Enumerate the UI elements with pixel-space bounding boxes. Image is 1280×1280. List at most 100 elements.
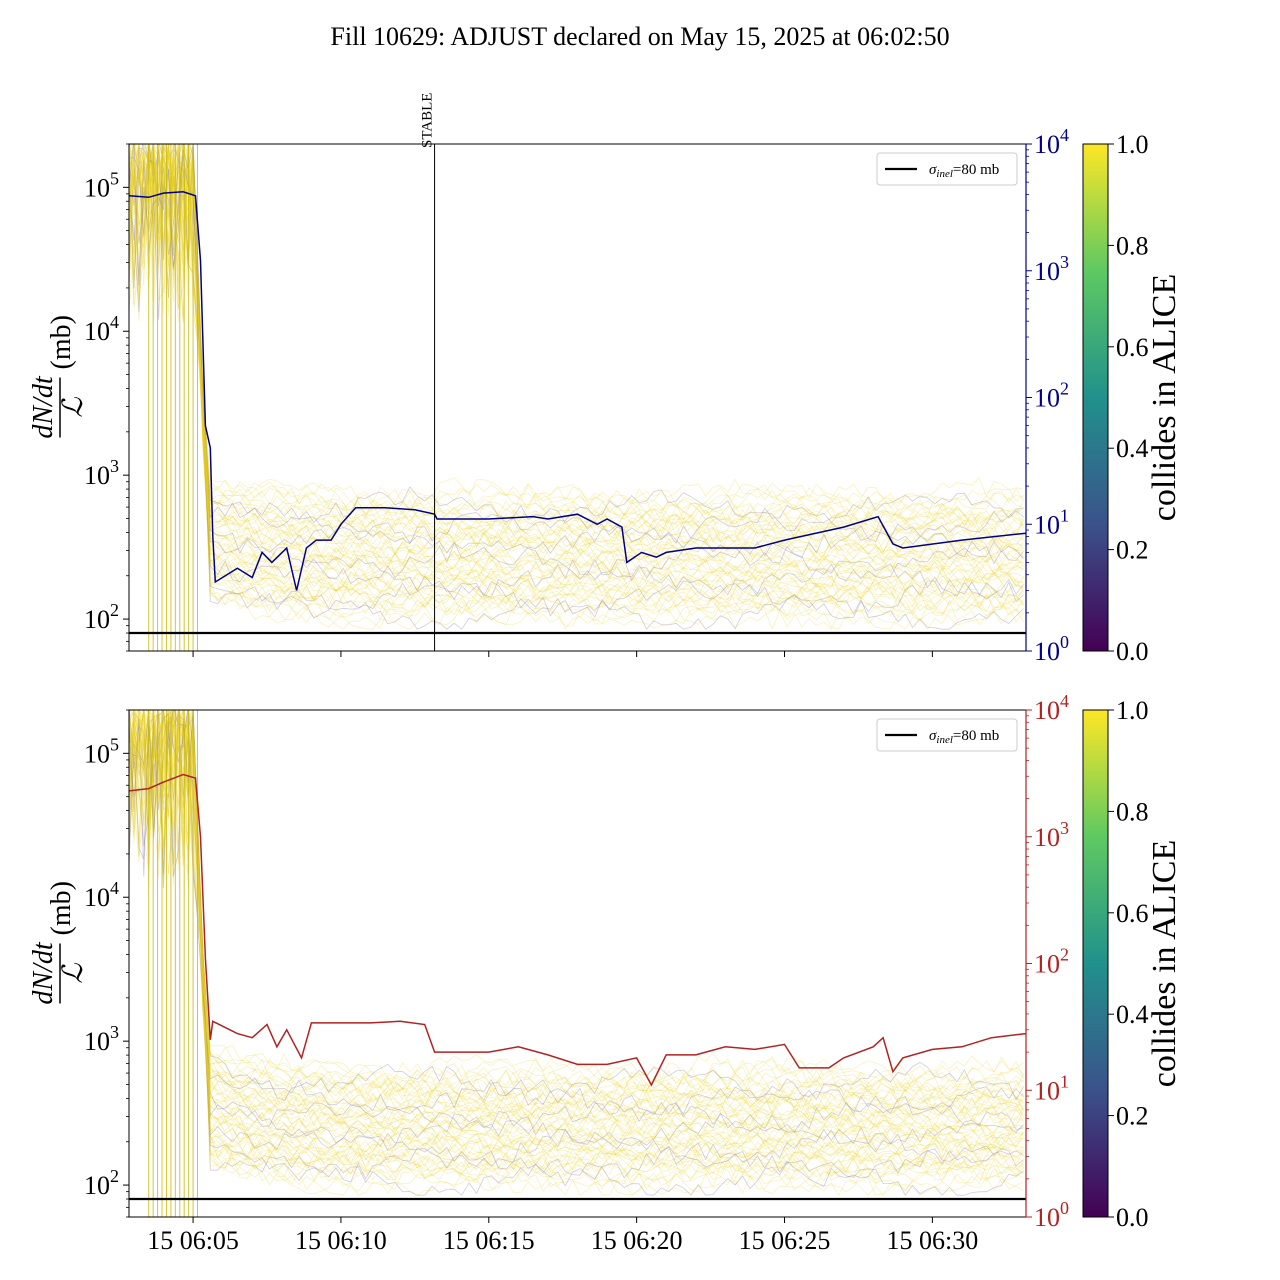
bunch-trace <box>129 144 1024 623</box>
bunch-trace <box>129 148 1024 630</box>
colorbar-tick-label: 0.2 <box>1116 1102 1149 1131</box>
bunch-trace <box>129 710 1024 1153</box>
x-tick-label: 15 06:25 <box>739 1226 831 1255</box>
bunch-trace <box>129 147 1024 567</box>
bunch-trace <box>129 144 1024 601</box>
bunch-trace <box>129 144 1024 604</box>
bunch-trace <box>129 710 1024 1163</box>
y-tick-label: 105 <box>84 734 119 768</box>
bunch-trace <box>129 146 1024 543</box>
y-axis-label-den: ℒ <box>58 397 89 418</box>
colorbar-gradient <box>1082 143 1109 652</box>
bunch-trace <box>129 151 1024 555</box>
legend: σinel=80 mb <box>876 718 1018 752</box>
bunch-trace <box>129 710 1024 1096</box>
colorbar-tick-label: 0.4 <box>1116 434 1149 463</box>
bunch-trace <box>129 710 1024 1197</box>
bunch-trace <box>129 710 1024 1146</box>
bunch-trace <box>129 730 1024 1169</box>
bunch-trace <box>129 144 1024 576</box>
bunch-trace <box>129 710 1024 1187</box>
bunch-trace <box>129 710 1024 1196</box>
chart-title: Fill 10629: ADJUST declared on May 15, 2… <box>330 22 949 51</box>
axes-frame <box>128 709 1027 1218</box>
bunch-trace <box>129 144 1024 563</box>
bunch-trace <box>129 710 1024 1176</box>
bunch-trace <box>129 718 1024 1095</box>
bunch-trace <box>129 144 1024 598</box>
bunch-trace <box>129 144 1024 557</box>
bunch-trace <box>129 710 1024 1179</box>
bunch-trace <box>129 144 1024 523</box>
legend-box <box>876 152 1018 186</box>
bunch-trace <box>129 710 1024 1160</box>
y2-tick-label: 104 <box>1034 691 1069 725</box>
bunch-trace <box>129 144 1024 596</box>
x-tick-label: 15 06:15 <box>443 1226 535 1255</box>
y2-tick-label: 100 <box>1034 632 1069 666</box>
y-tick-label: 104 <box>84 878 119 912</box>
bunch-trace <box>129 710 1024 1182</box>
bunch-trace <box>129 144 1024 554</box>
bunch-trace <box>129 144 1024 580</box>
bunch-trace <box>129 144 1024 630</box>
bunch-trace <box>129 144 1024 568</box>
bunch-trace <box>129 710 1024 1143</box>
bunch-trace <box>129 144 1024 547</box>
bunch-trace <box>129 710 1024 1108</box>
bunch-trace <box>129 710 1024 1112</box>
bunch-trace <box>129 154 1024 545</box>
colorbar-tick-label: 0.8 <box>1116 797 1149 826</box>
bunch-trace <box>129 144 1024 539</box>
bunch-trace <box>129 144 1024 533</box>
bunch-trace <box>129 710 1024 1129</box>
bunch-trace <box>129 710 1024 1163</box>
bunch-trace <box>129 710 1024 1115</box>
bunch-trace <box>129 147 1024 626</box>
bunch-trace <box>129 711 1024 1110</box>
y2-tick-label: 101 <box>1034 505 1069 539</box>
bunch-trace <box>129 144 1024 620</box>
y2-tick-label: 102 <box>1034 945 1069 979</box>
bunch-trace <box>129 144 1024 617</box>
bunch-trace <box>129 710 1024 1118</box>
bunch-trace <box>129 146 1024 578</box>
bunch-trace <box>129 710 1024 1182</box>
bunch-trace <box>129 710 1024 1169</box>
colorbar-tick-label: 0.6 <box>1116 899 1149 928</box>
bunch-trace <box>129 144 1024 564</box>
bunch-trace <box>129 710 1024 1187</box>
secondary-series-line <box>129 773 1026 1087</box>
bunch-trace <box>129 144 1024 573</box>
secondary-series-line <box>129 191 1026 591</box>
bunch-trace <box>129 710 1024 1173</box>
bunch-trace <box>129 154 1024 561</box>
bunch-trace <box>129 710 1024 1159</box>
colorbar-tick-label: 0.4 <box>1116 1000 1149 1029</box>
y2-tick-label: 100 <box>1034 1198 1069 1232</box>
bunch-trace <box>129 144 1024 621</box>
bunch-trace <box>129 148 1024 544</box>
bunch-trace <box>129 144 1024 630</box>
y2-tick-label: 103 <box>1034 252 1069 286</box>
bunch-trace <box>129 710 1024 1179</box>
bunch-trace <box>129 713 1024 1153</box>
colorbar-tick-label: 1.0 <box>1116 696 1149 725</box>
bunch-trace <box>129 144 1024 527</box>
bunch-trace <box>129 710 1024 1161</box>
bunch-trace <box>129 147 1024 588</box>
bunch-trace <box>129 710 1024 1102</box>
y-tick-label: 105 <box>84 168 119 202</box>
y-axis-label: dN/dt ℒ (mb) <box>28 315 89 439</box>
bunch-trace <box>129 710 1024 1120</box>
bunch-trace <box>129 714 1024 1141</box>
colorbar-label: collides in ALICE <box>1146 840 1183 1087</box>
bunch-trace <box>129 710 1024 1137</box>
y-axis-label-num: dN/dt <box>28 941 59 1004</box>
bunch-trace <box>129 144 1024 542</box>
bunch-trace <box>129 144 1024 585</box>
x-tick-label: 15 06:30 <box>886 1226 978 1255</box>
colorbar-tick-label: 0.6 <box>1116 333 1149 362</box>
bunch-trace <box>129 144 1024 558</box>
